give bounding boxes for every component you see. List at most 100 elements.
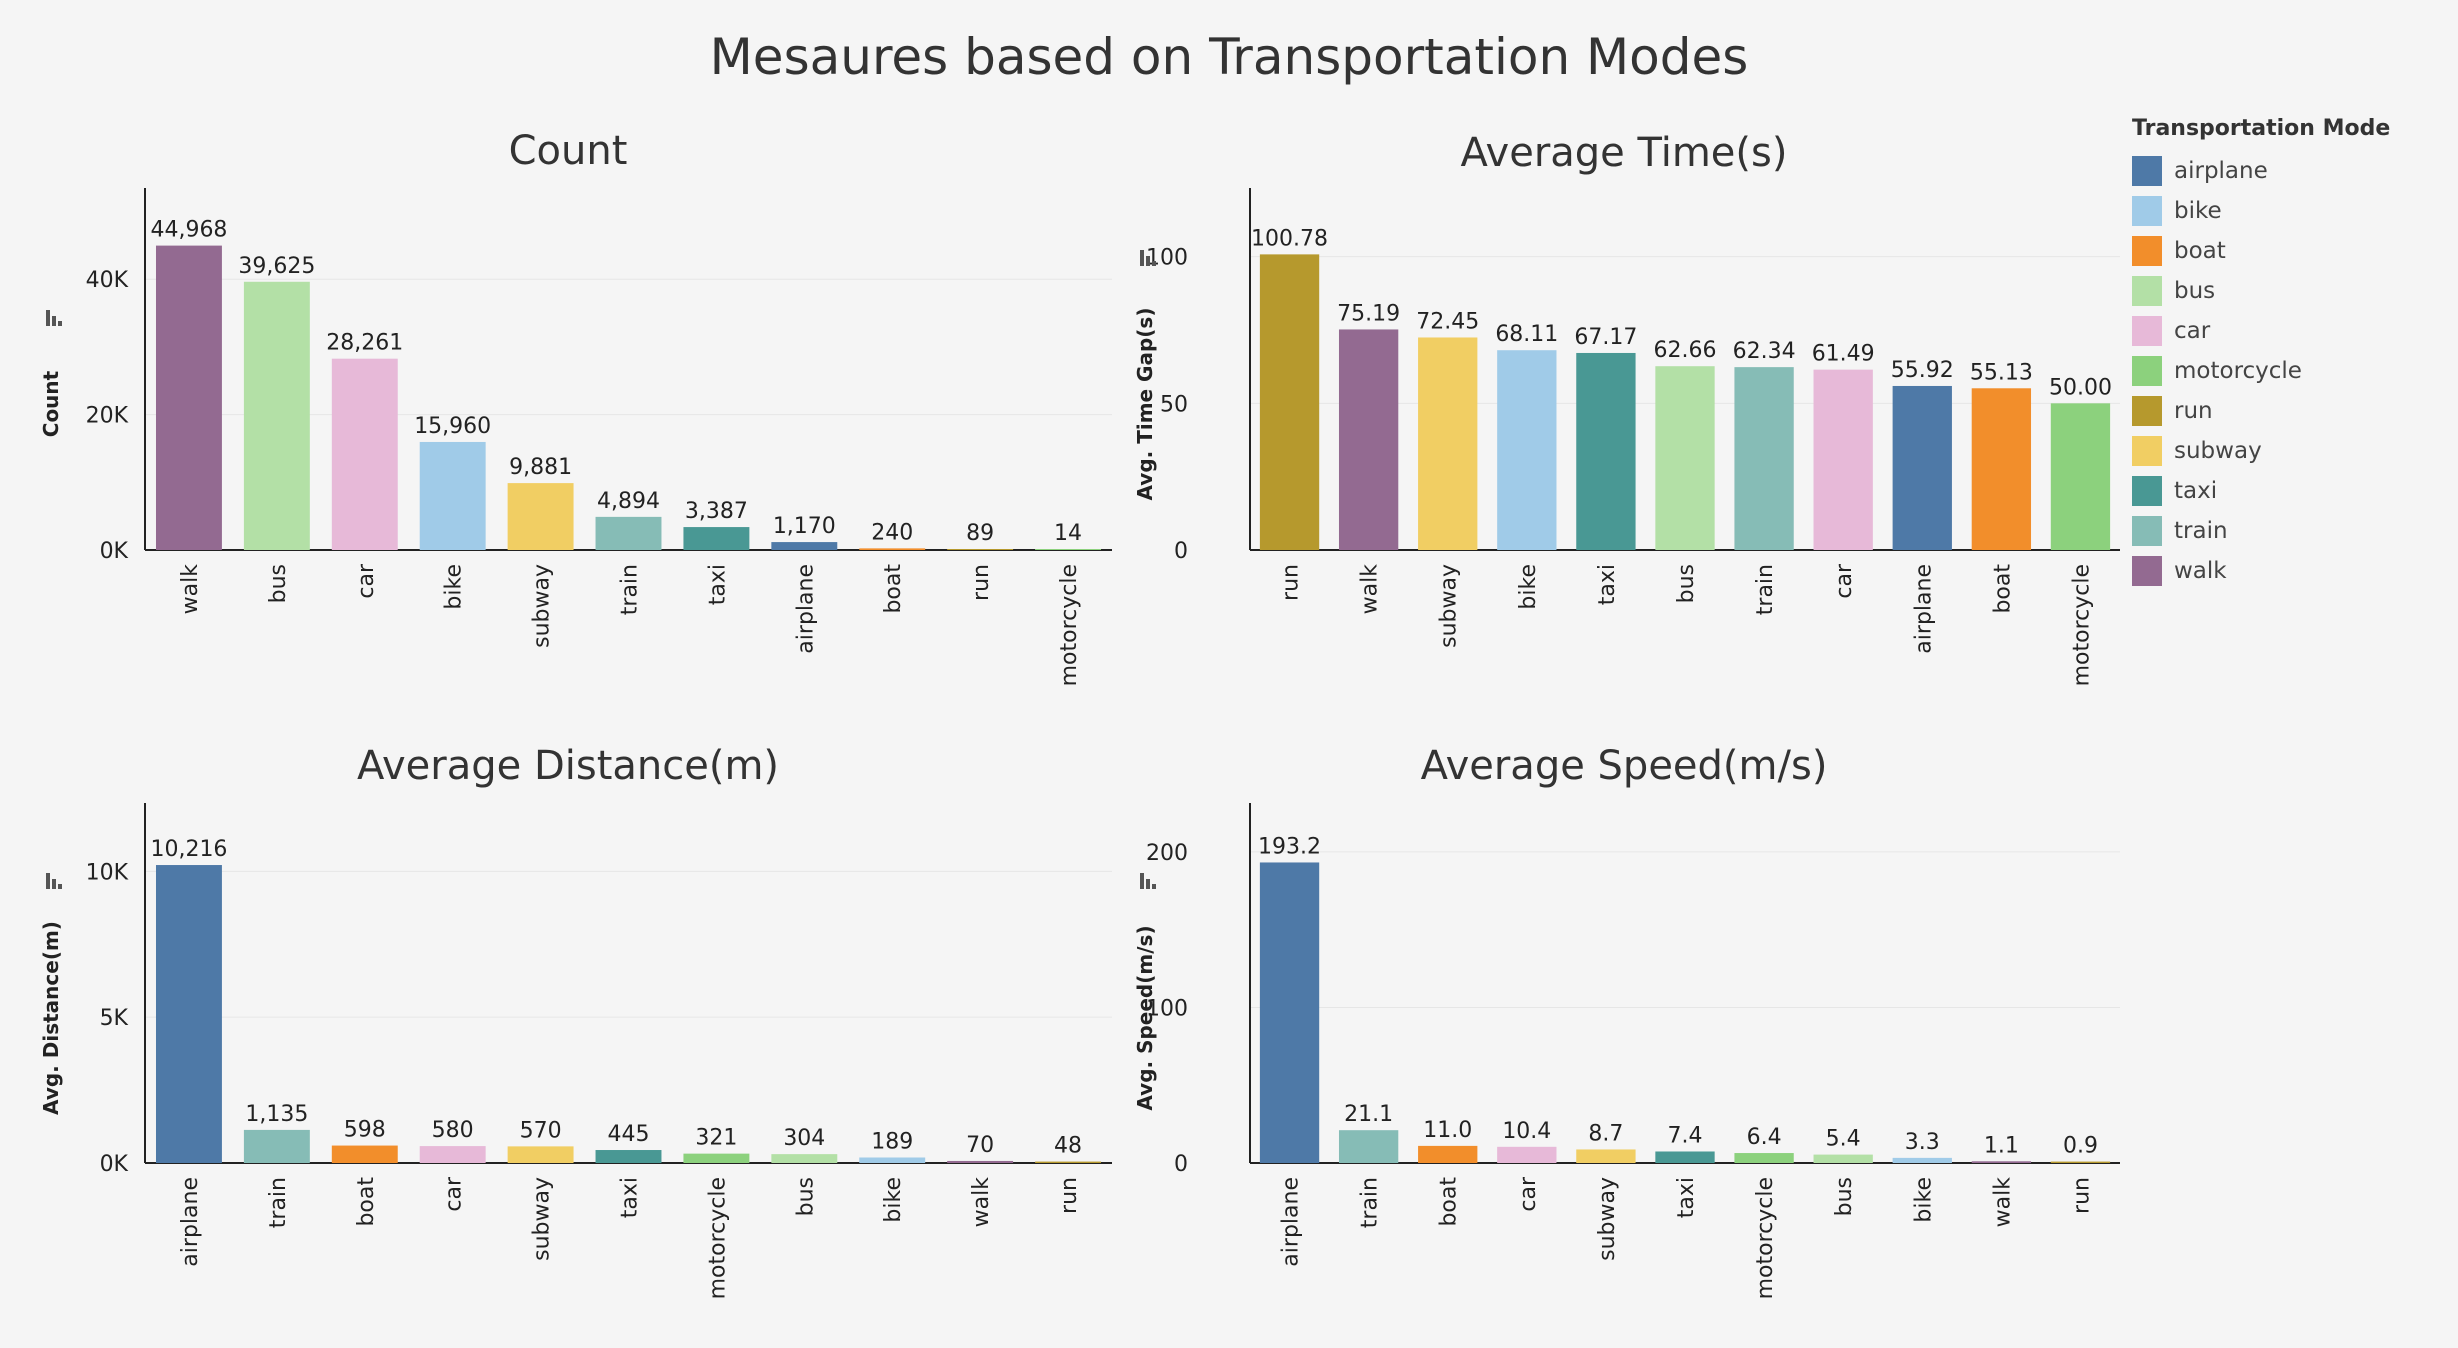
bar-subway[interactable] [507,1146,574,1163]
bar-bike[interactable] [1497,350,1557,550]
bar-bike[interactable] [859,1157,926,1163]
bar-airplane[interactable] [771,542,838,550]
sort-icon-bar [1152,884,1156,889]
y-axis-label: Avg. Speed(m/s) [1133,925,1157,1110]
legend-item-walk[interactable]: walk [2132,551,2432,591]
data-label-motorcycle: 321 [695,1126,737,1151]
average-distance-title: Average Distance(m) [357,743,779,789]
legend-label: car [2174,318,2211,344]
sort-icon-bar [52,316,56,326]
x-tick-label-boat: boat [881,564,906,614]
data-label-car: 10.4 [1502,1119,1551,1144]
bar-airplane[interactable] [1892,385,1952,550]
bar-bus[interactable] [243,281,310,550]
x-tick-label-car: car [1516,1176,1541,1212]
bar-walk[interactable] [155,245,222,550]
y-axis-label: Count [39,370,63,437]
x-tick-label-bike: bike [442,564,467,610]
legend-item-bus[interactable]: bus [2132,271,2432,311]
bar-walk[interactable] [1971,1161,2032,1163]
legend-swatch [2132,516,2162,546]
legend-swatch [2132,236,2162,266]
sort-icon[interactable] [1140,873,1156,889]
data-label-airplane: 193.2 [1258,834,1321,859]
data-label-walk: 70 [966,1133,994,1158]
bar-boat[interactable] [859,548,926,550]
bar-train[interactable] [1338,1130,1399,1163]
data-label-train: 4,894 [597,489,660,514]
legend-item-car[interactable]: car [2132,311,2432,351]
bar-bike[interactable] [1892,1157,1952,1163]
sort-icon[interactable] [46,310,62,326]
x-tick-label-bus: bus [1674,564,1699,603]
data-label-train: 1,135 [245,1102,308,1127]
bar-car[interactable] [419,1146,486,1163]
y-tick-label: 50 [1160,392,1188,417]
data-label-bus: 39,625 [238,254,315,279]
bar-boat[interactable] [1971,388,2032,550]
legend-item-taxi[interactable]: taxi [2132,471,2432,511]
data-label-airplane: 10,216 [150,837,227,862]
legend-item-boat[interactable]: boat [2132,231,2432,271]
data-label-motorcycle: 6.4 [1747,1125,1782,1150]
data-label-walk: 1.1 [1984,1133,2019,1158]
x-tick-label-bike: bike [1911,1177,1936,1223]
legend-swatch [2132,436,2162,466]
data-label-subway: 570 [520,1118,562,1143]
bar-subway[interactable] [1418,337,1478,550]
data-label-bike: 189 [871,1129,913,1154]
data-label-subway: 9,881 [509,455,572,480]
data-label-run: 48 [1054,1134,1082,1159]
sort-icon[interactable] [46,873,62,889]
bar-taxi[interactable] [1655,1151,1715,1163]
legend-item-train[interactable]: train [2132,511,2432,551]
bar-motorcycle[interactable] [683,1153,750,1163]
bar-run[interactable] [2050,1161,2111,1163]
bar-subway[interactable] [1576,1149,1636,1163]
bar-taxi[interactable] [595,1150,662,1163]
bar-airplane[interactable] [155,865,222,1163]
x-tick-label-bus: bus [266,564,291,603]
bar-run[interactable] [947,549,1014,550]
bar-walk[interactable] [947,1160,1014,1163]
bar-taxi[interactable] [1576,352,1636,550]
bar-boat[interactable] [331,1145,398,1163]
bar-train[interactable] [1734,367,1794,550]
bar-car[interactable] [1813,369,1873,550]
legend-item-bike[interactable]: bike [2132,191,2432,231]
legend-label: motorcycle [2174,358,2302,384]
bar-subway[interactable] [507,483,574,550]
bar-bus[interactable] [1655,366,1715,550]
sort-icon[interactable] [1140,250,1156,266]
bar-motorcycle[interactable] [2050,403,2111,550]
y-tick-label: 5K [100,1006,129,1031]
bar-bus[interactable] [1813,1154,1873,1163]
bar-boat[interactable] [1418,1145,1478,1163]
data-label-walk: 44,968 [150,218,227,243]
legend-item-subway[interactable]: subway [2132,431,2432,471]
data-label-car: 61.49 [1812,342,1875,367]
legend-label: run [2174,398,2213,424]
bar-train[interactable] [595,516,662,550]
legend-item-airplane[interactable]: airplane [2132,151,2432,191]
bar-taxi[interactable] [683,527,750,550]
legend-item-run[interactable]: run [2132,391,2432,431]
bar-walk[interactable] [1338,329,1399,550]
bar-airplane[interactable] [1259,862,1320,1163]
bar-car[interactable] [1497,1146,1557,1163]
legend-item-motorcycle[interactable]: motorcycle [2132,351,2432,391]
bar-car[interactable] [331,358,398,550]
y-tick-label: 0 [1174,539,1188,564]
legend-swatch [2132,276,2162,306]
count-chart: Count 0K 20K 40K Count 44,968 walk 39,625 bus 28,… [39,128,1112,686]
bar-bus[interactable] [771,1154,838,1163]
bar-motorcycle[interactable] [1734,1153,1794,1163]
bar-motorcycle[interactable] [1035,549,1102,550]
legend-swatch [2132,196,2162,226]
legend: Transportation Mode airplane bike boat bus c… [2132,116,2432,591]
bar-run[interactable] [1259,254,1320,550]
y-tick-label: 0K [100,1152,129,1177]
bar-train[interactable] [243,1129,310,1163]
bar-bike[interactable] [419,441,486,550]
bar-run[interactable] [1035,1161,1102,1163]
